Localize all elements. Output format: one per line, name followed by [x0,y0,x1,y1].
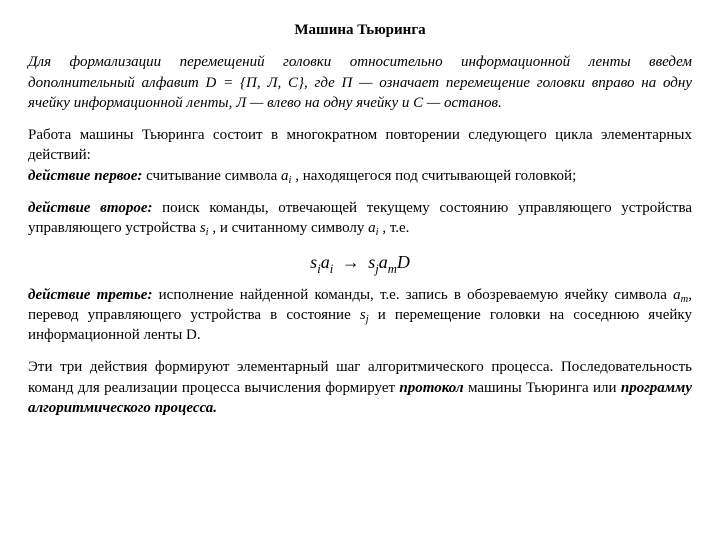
symbol-ai: ai [281,168,291,184]
paragraph-cycle: Работа машины Тьюринга состоит в многокр… [28,125,692,186]
action-3: действие третье: исполнение найденной ко… [28,285,692,346]
action-2-text-b: , и считанному символу [209,220,369,236]
action-2-text-c: , т.е. [379,220,410,236]
formula: siai → sjamD [28,250,692,274]
action-1-text-b: , находящегося под считывающей головкой; [291,168,576,184]
symbol-am: am [673,287,688,303]
symbol-ai-2: ai [368,220,378,236]
symbol-sj: sj [360,307,369,323]
page-title: Машина Тьюринга [28,20,692,40]
intro-text: Для формализации перемещений головки отн… [28,54,692,111]
action-1-label: действие первое: [28,168,142,184]
action-3-label: действие третье: [28,287,152,303]
action-2-device: управляющего устройства [28,220,200,236]
action-3-text-a: исполнение найденной команды, т.е. запис… [152,287,673,303]
symbol-si: si [200,220,209,236]
action-2-label: действие второе: [28,200,152,216]
action-2: действие второе: поиск команды, отвечающ… [28,198,692,239]
paragraph-summary: Эти три действия формируют элементарный … [28,357,692,418]
summary-protocol: протокол [399,380,463,396]
action-1: действие первое: считывание символа ai ,… [28,166,692,186]
paragraph-intro: Для формализации перемещений головки отн… [28,52,692,113]
action-2-text-a: поиск команды, отвечающей текущему состо… [152,200,692,216]
summary-text-b: машины Тьюринга или [464,380,621,396]
action-1-text-a: считывание символа [142,168,281,184]
cycle-intro: Работа машины Тьюринга состоит в многокр… [28,125,692,166]
